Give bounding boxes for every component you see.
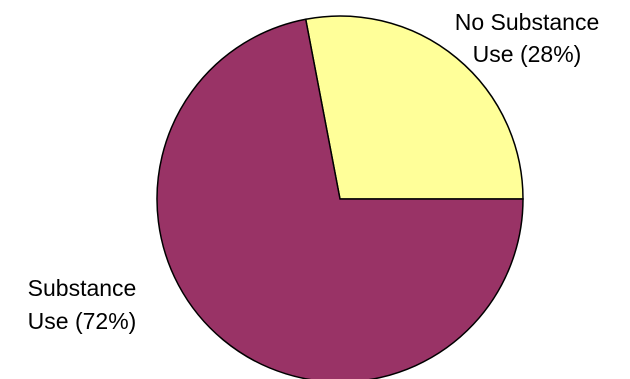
slice-label-substance-use-line-2: Use (72%) — [28, 308, 137, 334]
pie-slices — [156, 15, 524, 379]
slice-label-substance-use-line-1: Substance — [28, 275, 137, 301]
slice-label-no-substance-use-line-2: Use (28%) — [473, 41, 582, 67]
slice-substance-use — [156, 18, 524, 379]
slice-no-substance-use — [304, 15, 524, 200]
slice-label-no-substance-use-line-1: No Substance — [455, 9, 599, 35]
